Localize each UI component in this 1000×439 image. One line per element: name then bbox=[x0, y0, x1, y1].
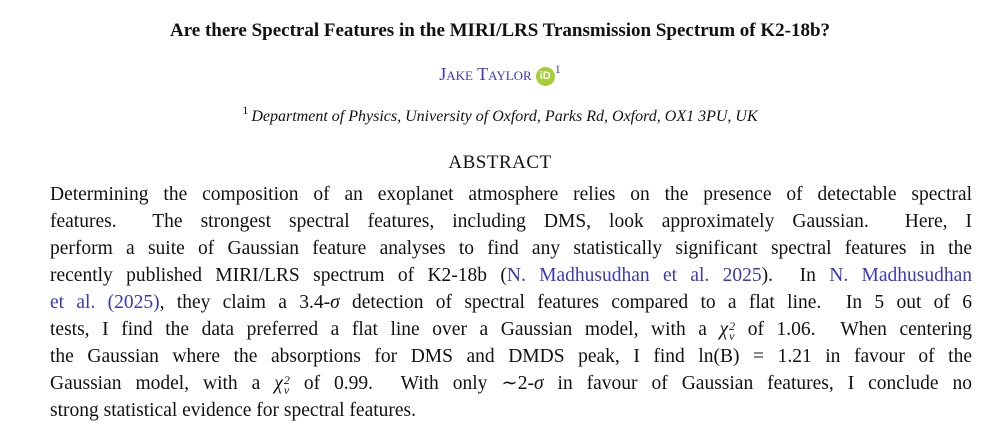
affiliation-mark: 1 bbox=[242, 103, 249, 117]
abstract-text: tests, I find the data preferred a flat … bbox=[50, 319, 720, 340]
abstract-text: , they claim a 3.4- bbox=[159, 292, 331, 313]
abstract-line: the Gaussian where the absorptions for D… bbox=[50, 343, 972, 370]
abstract-line: tests, I find the data preferred a flat … bbox=[50, 316, 972, 343]
author-line: Jake Taylor iD 1 bbox=[0, 62, 1000, 86]
abstract-text: detection of spectral features compared … bbox=[339, 292, 972, 313]
math-symbol: χ bbox=[719, 319, 729, 340]
abstract-line: et al. (2025), they claim a 3.4-σ detect… bbox=[50, 289, 972, 316]
citation-link[interactable]: et al. (2025) bbox=[50, 292, 160, 313]
abstract-body: Determining the composition of an exopla… bbox=[50, 181, 972, 424]
abstract-text: recently published MIRI/LRS spectrum of … bbox=[50, 265, 507, 286]
orcid-icon[interactable]: iD bbox=[535, 67, 555, 86]
abstract-line: Determining the composition of an exopla… bbox=[50, 181, 972, 208]
paper-title: Are there Spectral Features in the MIRI/… bbox=[169, 20, 831, 41]
affiliation-line: 1 Department of Physics, University of Ox… bbox=[0, 103, 1000, 126]
abstract-heading: ABSTRACT bbox=[448, 152, 552, 173]
abstract-line: perform a suite of Gaussian feature anal… bbox=[50, 235, 972, 262]
math-symbol: σ bbox=[330, 292, 340, 313]
abstract-line: recently published MIRI/LRS spectrum of … bbox=[50, 262, 972, 289]
author[interactable]: Jake Taylor bbox=[439, 64, 532, 84]
abstract-text: perform a suite of Gaussian feature anal… bbox=[50, 238, 972, 259]
abstract-text: features. The strongest spectral feature… bbox=[50, 211, 972, 232]
affiliation: Department of Physics, University of Oxf… bbox=[251, 108, 758, 125]
author-affiliation-mark: 1 bbox=[554, 62, 561, 76]
subscript: ν bbox=[729, 328, 735, 343]
citation-link[interactable]: N. Madhusudhan bbox=[829, 265, 973, 286]
subscript: ν bbox=[283, 382, 290, 397]
abstract-line: features. The strongest spectral feature… bbox=[50, 208, 972, 235]
superscript: 2 bbox=[283, 372, 290, 387]
abstract-text: Gaussian model, with a bbox=[50, 373, 275, 394]
abstract-text: the Gaussian where the absorptions for D… bbox=[50, 346, 972, 367]
abstract-text: in favour of Gaussian features, I conclu… bbox=[543, 373, 972, 394]
abstract-text: of 1.06. When centering bbox=[735, 319, 973, 340]
abstract-text: Determining the composition of an exopla… bbox=[50, 184, 972, 205]
abstract-line: strong statistical evidence for spectral… bbox=[50, 397, 972, 424]
citation-link[interactable]: N. Madhusudhan et al. 2025 bbox=[506, 265, 762, 286]
abstract-text: of 0.99. With only ∼2- bbox=[289, 373, 534, 394]
math-symbol: σ bbox=[533, 373, 544, 394]
superscript: 2 bbox=[729, 318, 736, 333]
abstract-text: strong statistical evidence for spectral… bbox=[50, 400, 417, 421]
abstract-text: ). In bbox=[761, 265, 830, 286]
math-symbol: χ bbox=[274, 373, 283, 394]
